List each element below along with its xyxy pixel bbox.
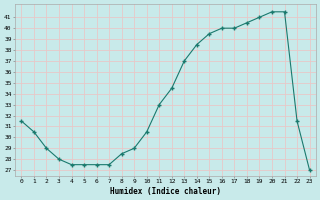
X-axis label: Humidex (Indice chaleur): Humidex (Indice chaleur) bbox=[110, 187, 221, 196]
